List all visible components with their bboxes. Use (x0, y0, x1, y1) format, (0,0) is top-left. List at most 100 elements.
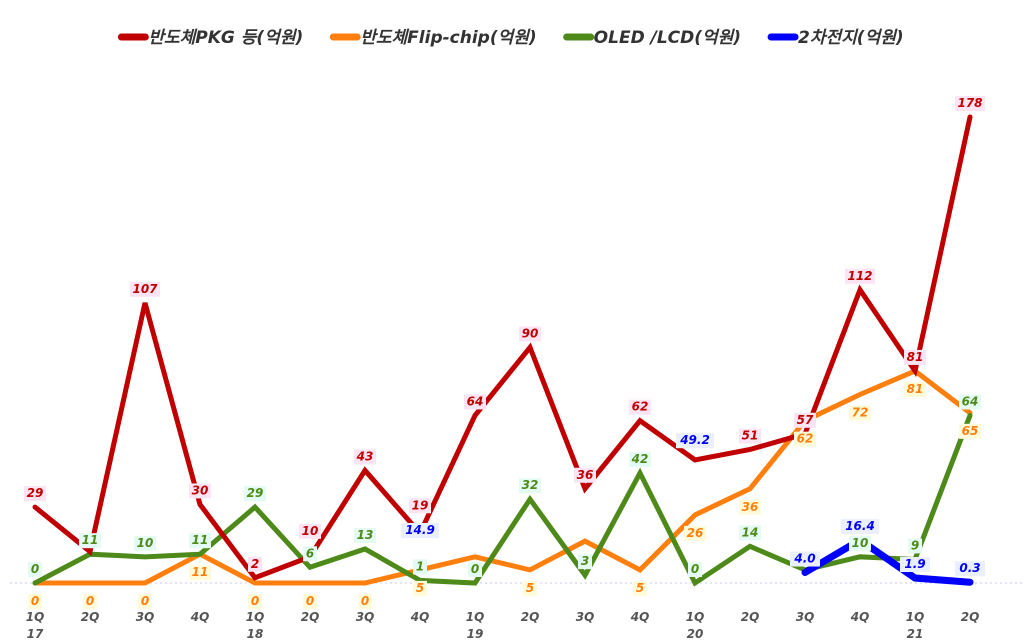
label-background (464, 394, 486, 410)
data-label: 0 (31, 562, 39, 576)
label-background (955, 561, 985, 577)
data-label: 178 (957, 96, 982, 110)
data-label: 65 (962, 424, 979, 438)
x-year-label: 17 (27, 627, 44, 641)
data-label: 6 (306, 546, 314, 560)
label-background (684, 525, 706, 541)
data-label: 30 (192, 483, 209, 497)
data-label: 64 (962, 394, 979, 408)
label-background (904, 349, 926, 365)
data-label: 0.3 (959, 561, 980, 575)
x-tick-label: 2Q (521, 610, 540, 624)
label-background (138, 594, 152, 609)
x-tick-label: 4Q (630, 610, 650, 624)
data-label: 36 (742, 500, 759, 514)
data-label: 11 (192, 565, 209, 579)
data-label: 11 (82, 533, 99, 547)
x-tick-label: 3Q (356, 610, 375, 624)
label-background (578, 554, 592, 570)
data-label: 29 (247, 486, 264, 500)
data-label: 5 (526, 581, 534, 595)
label-background (849, 405, 871, 421)
data-label: 29 (27, 486, 44, 500)
data-label: 0 (471, 562, 479, 576)
data-label: 5 (416, 581, 424, 595)
data-label: 90 (522, 326, 539, 340)
x-year-label: 20 (687, 627, 704, 641)
x-tick-label: 1Q (686, 610, 705, 624)
label-background (849, 535, 871, 551)
label-background (519, 326, 541, 342)
data-label: 0 (361, 594, 369, 608)
label-background (299, 523, 321, 539)
label-background (83, 594, 97, 609)
x-tick-label: 4Q (190, 610, 210, 624)
x-tick-label: 3Q (576, 610, 595, 624)
series-line (32, 114, 973, 581)
label-background (354, 527, 376, 543)
x-tick-label: 1Q (906, 610, 925, 624)
label-background (794, 412, 816, 428)
label-background (676, 433, 714, 449)
data-label: 64 (467, 394, 484, 408)
data-label: 0 (31, 594, 39, 608)
x-year-label: 19 (467, 627, 484, 641)
legend-item: 반도체PKG 등(억원) (117, 28, 303, 48)
label-background (739, 499, 761, 515)
label-background (244, 486, 266, 502)
label-background (629, 452, 651, 468)
label-background (409, 498, 431, 514)
data-label: 36 (577, 468, 594, 482)
legend-label: 2차전지(억원) (798, 28, 904, 48)
legend-label: 반도체PKG 등(억원) (148, 28, 303, 48)
legend-label: 반도체Flip-chip(억원) (360, 28, 536, 48)
legend: 반도체PKG 등(억원) 반도체Flip-chip(억원) OLED /LCD(억원… (117, 28, 904, 48)
label-background (629, 399, 651, 415)
x-year-label: 21 (907, 627, 924, 641)
label-background (189, 565, 211, 581)
data-label: 0 (306, 594, 314, 608)
legend-item: 2차전지(억원) (767, 28, 904, 48)
label-background (28, 594, 42, 609)
data-label: 0 (251, 594, 259, 608)
data-label: 26 (687, 526, 704, 540)
label-background (413, 559, 427, 575)
label-background (845, 268, 875, 284)
data-label: 19 (412, 498, 429, 512)
x-tick-label: 3Q (796, 610, 815, 624)
data-label: 62 (632, 400, 649, 414)
data-label: 43 (356, 449, 374, 463)
label-background (28, 562, 42, 577)
label-background (900, 557, 930, 573)
data-label: 1.9 (904, 557, 925, 571)
data-label: 62 (797, 432, 814, 446)
label-background (358, 594, 372, 609)
data-label: 49.2 (679, 433, 710, 447)
data-label: 9 (911, 538, 919, 552)
label-background (134, 535, 156, 551)
data-label: 42 (631, 452, 649, 466)
label-background (248, 556, 262, 572)
label-background (794, 431, 816, 447)
label-background (574, 467, 596, 483)
legend-label: OLED /LCD(억원) (594, 28, 741, 48)
data-label: 0 (141, 594, 149, 608)
x-axis: 1Q 17 2Q 3Q 4Q 1Q 18 2Q 3Q 4Q 1Q 19 2Q 3Q 4Q 1Q 20 2Q 3Q 4Q… (26, 610, 980, 641)
data-label: 1 (416, 559, 424, 573)
x-tick-label: 2Q (741, 610, 760, 624)
label-background (401, 522, 439, 538)
data-label: 14 (742, 525, 759, 539)
series-line (801, 535, 974, 586)
x-year-label: 18 (247, 627, 264, 641)
label-background (523, 580, 537, 596)
x-tick-label: 3Q (136, 610, 155, 624)
x-tick-label: 4Q (410, 610, 430, 624)
data-label: 0 (691, 562, 699, 576)
label-background (354, 449, 376, 465)
data-label: 16.4 (845, 519, 875, 533)
data-label: 32 (522, 478, 539, 492)
x-tick-label: 1Q (466, 610, 485, 624)
data-label: 2 (251, 557, 259, 571)
